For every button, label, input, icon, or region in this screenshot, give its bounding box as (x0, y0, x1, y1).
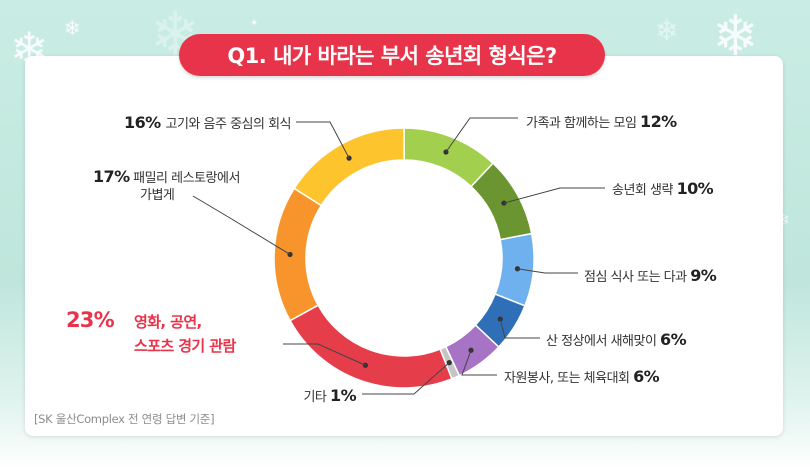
slice-lunch (494, 232, 535, 307)
slice-label-skip: 송년회 생략 10% (612, 179, 714, 198)
snowflake-icon: ❄ (64, 16, 81, 40)
slice-label-line-2: 스포츠 경기 관람 (134, 337, 236, 355)
slice-label-text: 송년회 생략 (612, 183, 677, 198)
slice-value-other: 1% (330, 386, 357, 405)
pct-label-culture: 23% (66, 308, 115, 332)
slice-label-family: 가족과 함께하는 모임 12% (526, 112, 677, 131)
page-title: Q1. 내가 바라는 부서 송년회 형식은? (179, 34, 605, 76)
slice-label-culture: 영화, 공연, (134, 313, 202, 331)
slice-label-line-2: 가볍게 (140, 188, 174, 203)
slice-label-meat: 16% 고기와 음주 중심의 회식 (124, 113, 291, 132)
leader-line-restaurant (192, 195, 291, 255)
slice-label-sunrise: 산 정상에서 새해맞이 6% (546, 330, 687, 349)
slice-value-culture: 23% (66, 308, 115, 332)
slice-restaurant (273, 187, 323, 322)
slice-value-skip: 10% (677, 179, 714, 198)
slice-label-text: 자원봉사, 또는 체육대회 (504, 371, 633, 386)
slice-label-other: 기타 1% (303, 386, 356, 405)
snowflake-icon: ❄ (655, 14, 679, 47)
leader-line-culture (283, 343, 366, 366)
leader-line-sunrise (499, 318, 540, 339)
leader-line-volunteer (461, 350, 497, 376)
slice-value-sunrise: 6% (660, 330, 687, 349)
slice-culture (289, 304, 453, 389)
slice-label-restaurant-2: 가볍게 (140, 188, 174, 203)
leader-line-family (445, 117, 518, 153)
slice-label-text: 고기와 음주 중심의 회식 (166, 117, 292, 132)
slice-label-lunch: 점심 식사 또는 다과 9% (584, 266, 717, 285)
leader-line-other (362, 362, 450, 395)
slice-value-lunch: 9% (690, 266, 717, 285)
slice-label-text: 점심 식사 또는 다과 (584, 270, 690, 285)
slice-label-line-1: 영화, 공연, (134, 313, 202, 331)
slice-value-family: 12% (640, 112, 677, 131)
slice-label-text: 산 정상에서 새해맞이 (546, 334, 660, 349)
slice-label-text: 기타 (303, 390, 330, 405)
slice-label-restaurant: 17% 패밀리 레스토랑에서 (93, 167, 240, 186)
leader-line-meat (296, 121, 350, 159)
slice-value-restaurant: 17% (93, 167, 130, 186)
snowflake-icon: ✦ (250, 18, 259, 29)
slice-value-volunteer: 6% (633, 367, 660, 386)
slice-meat (293, 127, 405, 207)
leader-line-lunch (517, 268, 578, 274)
slice-label-text: 가족과 함께하는 모임 (526, 116, 640, 131)
slice-label-culture-2: 스포츠 경기 관람 (134, 337, 236, 355)
source-note: [SK 울산Complex 전 연령 답변 기준] (34, 412, 215, 426)
slice-value-meat: 16% (124, 113, 165, 132)
slice-label-volunteer: 자원봉사, 또는 체육대회 6% (504, 367, 660, 386)
leader-line-skip (503, 187, 605, 204)
slice-label-line-1: 패밀리 레스토랑에서 (130, 171, 240, 186)
